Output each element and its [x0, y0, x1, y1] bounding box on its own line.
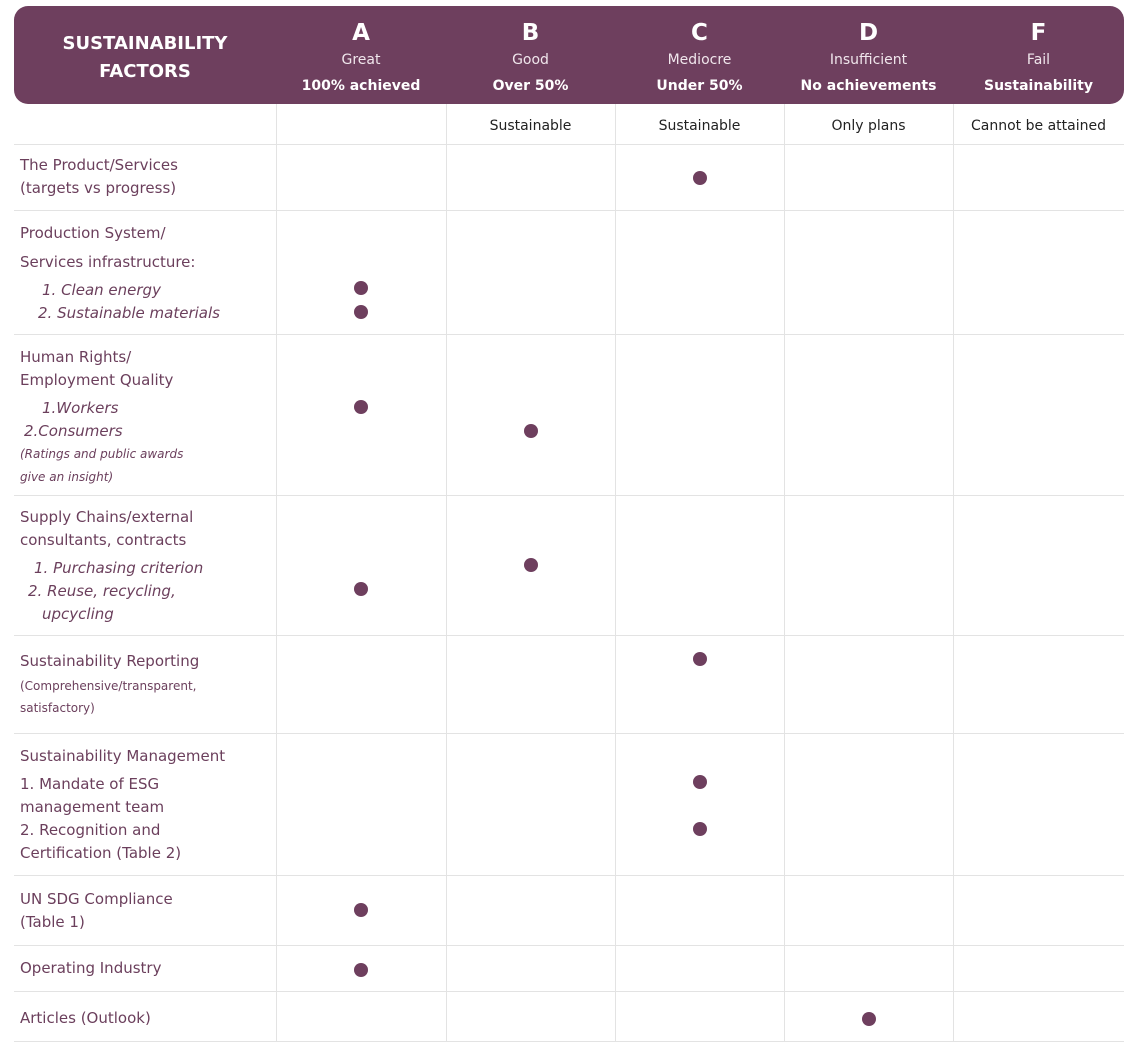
grade-name: Good — [512, 52, 549, 68]
rating-dot — [354, 305, 368, 319]
factor-text: (Table 1) — [20, 913, 85, 931]
factor-text: 2. Recognition and — [20, 821, 161, 839]
factor-text: Certification (Table 2) — [20, 844, 182, 862]
column-divider — [446, 104, 447, 1041]
factor-text: 2. Sustainable materials — [38, 304, 220, 322]
grade-note: Sustainable — [658, 118, 741, 134]
grade-note: Cannot be attained — [971, 118, 1106, 134]
rating-dot — [692, 822, 707, 836]
factor-text: 2. Reuse, recycling, — [28, 582, 176, 600]
rating-dot — [692, 775, 707, 789]
factor-text: Services infrastructure: — [20, 253, 196, 271]
factor-text: management team — [20, 798, 165, 816]
factor-text: satisfactory) — [20, 701, 95, 715]
column-divider — [784, 104, 785, 1041]
row-divider — [14, 495, 1124, 496]
grade-note: Only plans — [831, 118, 906, 134]
rating-dot — [523, 558, 538, 572]
factor-text: give an insight) — [20, 470, 114, 484]
factor-text: 1.Workers — [42, 399, 119, 417]
row-divider — [14, 733, 1124, 734]
column-divider — [276, 104, 277, 1041]
factor-text: 2.Consumers — [24, 422, 123, 440]
row-divider — [14, 635, 1124, 636]
row-divider — [14, 210, 1124, 211]
rating-dot — [692, 652, 707, 666]
factor-text: (Ratings and public awards — [20, 447, 184, 461]
grade-threshold: Under 50% — [656, 78, 743, 94]
rating-dot — [354, 963, 368, 977]
grade-name: Mediocre — [667, 52, 732, 68]
grade-note: Sustainable — [489, 118, 572, 134]
factor-text: UN SDG Compliance — [20, 890, 173, 908]
column-divider — [953, 104, 954, 1041]
rating-dot — [692, 171, 707, 185]
factor-text: The Product/Services — [20, 156, 178, 174]
grade-threshold: No achievements — [800, 78, 937, 94]
factor-text: consultants, contracts — [20, 531, 187, 549]
grade-letter: A — [352, 20, 370, 46]
factor-text: 1. Purchasing criterion — [34, 559, 204, 577]
factor-text: (Comprehensive/transparent, — [20, 679, 197, 693]
grade-letter: F — [1030, 20, 1047, 46]
grade-letter: D — [858, 20, 879, 46]
rating-dot — [523, 424, 538, 438]
rating-dot — [354, 400, 368, 414]
grade-name: Insufficient — [829, 52, 908, 68]
row-divider — [14, 334, 1124, 335]
header-title: SUSTAINABILITY FACTORS — [62, 33, 228, 82]
rating-dot — [861, 1012, 876, 1026]
rating-dot — [354, 903, 368, 917]
row-divider — [14, 1041, 1124, 1042]
rating-dot — [354, 582, 368, 596]
grade-threshold: Sustainability — [984, 78, 1093, 94]
factor-text: Sustainability Reporting — [20, 652, 200, 670]
factor-text: Human Rights/ — [20, 348, 132, 366]
factor-text: 1. Mandate of ESG — [20, 775, 160, 793]
row-divider — [14, 875, 1124, 876]
factor-text: Operating Industry — [20, 959, 162, 977]
row-divider — [14, 945, 1124, 946]
grade-threshold: Over 50% — [492, 78, 569, 94]
row-divider — [14, 991, 1124, 992]
grade-name: Great — [341, 52, 381, 68]
factor-text: Production System/ — [20, 224, 166, 242]
row-divider — [14, 144, 1124, 145]
grade-letter: C — [691, 20, 708, 46]
rating-dot — [354, 281, 368, 295]
factor-text: upcycling — [42, 605, 114, 623]
table-header — [14, 6, 1124, 104]
factor-text: Articles (Outlook) — [20, 1009, 151, 1027]
factor-text: Supply Chains/external — [20, 508, 194, 526]
factor-text: 1. Clean energy — [42, 281, 161, 299]
factor-text: Employment Quality — [20, 371, 174, 389]
factor-text: (targets vs progress) — [20, 179, 177, 197]
grade-name: Fail — [1026, 52, 1051, 68]
column-divider — [615, 104, 616, 1041]
factor-text: Sustainability Management — [20, 747, 226, 765]
grade-threshold: 100% achieved — [301, 78, 421, 94]
grade-letter: B — [521, 20, 540, 46]
